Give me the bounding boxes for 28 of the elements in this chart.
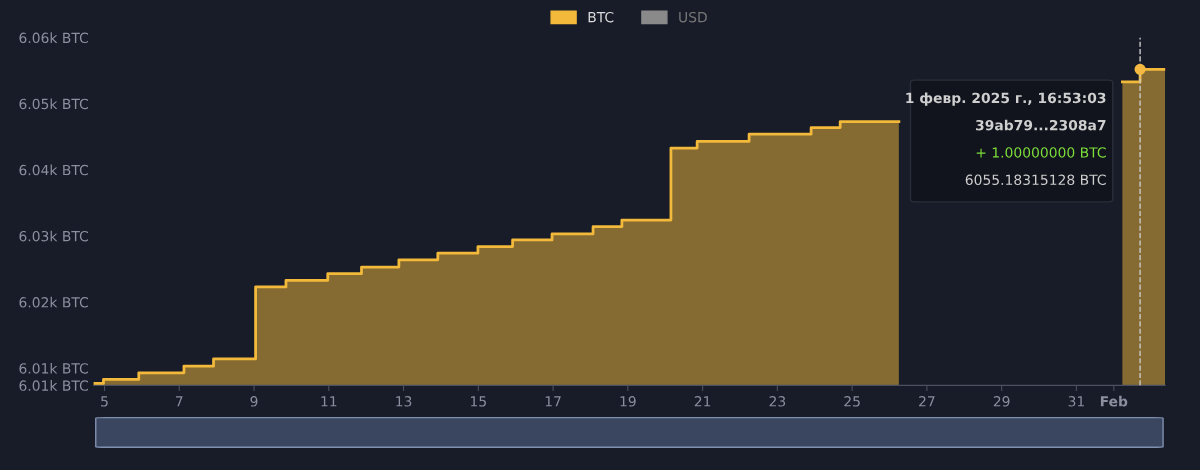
- x-tick-label: Feb: [1100, 395, 1128, 407]
- x-tick-label: 11: [321, 396, 337, 407]
- annotation: + 1.00000000 BTC: [976, 147, 1106, 158]
- x-tick-label: 9: [250, 396, 258, 407]
- y-tick-label: 6.04k BTC: [19, 164, 88, 176]
- x-tick-label: 27: [919, 396, 935, 407]
- annotation: 39ab79...2308a7: [975, 119, 1106, 131]
- y-tick-label: 6.01k BTC: [19, 362, 88, 374]
- x-tick-label: 29: [993, 396, 1010, 407]
- x-tick-label: 17: [545, 396, 561, 407]
- y-tick-label: 6.03k BTC: [19, 230, 88, 242]
- y-tick-label: 6.06k BTC: [19, 32, 88, 44]
- legend-label: USD: [679, 11, 707, 23]
- legend-label: BTC: [588, 11, 614, 23]
- x-tick-label: 5: [101, 396, 108, 407]
- annotation: 1 февр. 2025 г., 16:53:03: [906, 92, 1106, 106]
- y-tick-label: 6.01k BTC: [19, 380, 88, 391]
- y-tick-label: 6.02k BTC: [19, 296, 88, 308]
- x-tick-label: 7: [175, 396, 183, 407]
- x-tick-label: 13: [396, 396, 412, 407]
- annotation: 6055.18315128 BTC: [965, 174, 1106, 185]
- x-tick-label: 21: [694, 396, 711, 407]
- x-tick-label: 31: [1068, 396, 1084, 407]
- x-tick-label: 19: [620, 396, 636, 407]
- x-tick-label: 23: [769, 396, 786, 407]
- x-tick-label: 25: [844, 396, 860, 407]
- y-tick-label: 6.05k BTC: [19, 98, 88, 110]
- x-tick-label: 15: [471, 396, 486, 407]
